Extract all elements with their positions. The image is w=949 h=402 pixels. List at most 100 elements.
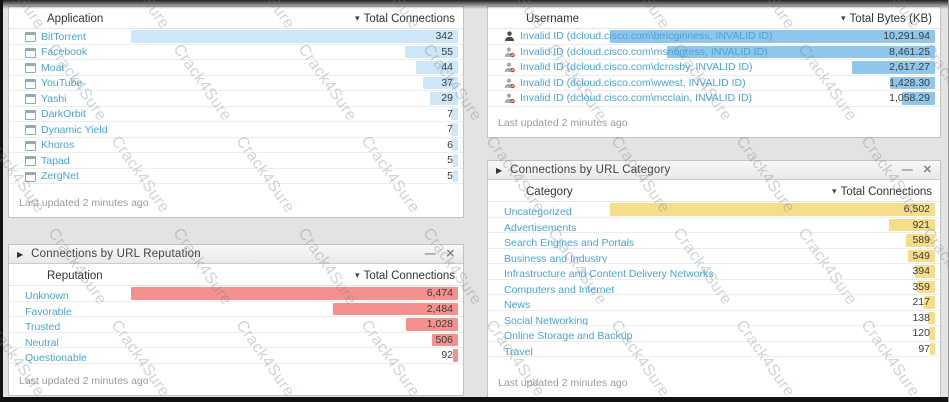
sort-desc-icon: ▾ bbox=[841, 13, 846, 23]
table-row: YouTube 37 bbox=[9, 76, 463, 91]
row-label-link[interactable]: Uncategorized bbox=[504, 206, 572, 218]
table-row: Social Networking 138 bbox=[488, 311, 940, 326]
row-label-link[interactable]: BitTorrent bbox=[9, 30, 86, 44]
value-bar bbox=[131, 287, 458, 300]
row-value: 1,058.29 bbox=[889, 92, 930, 104]
close-icon[interactable]: ✕ bbox=[922, 163, 932, 176]
row-label-link[interactable]: Search Engines and Portals bbox=[504, 237, 635, 249]
column-header-total-connections[interactable]: ▾ Total Connections bbox=[832, 185, 932, 198]
table-row: Facebook 55 bbox=[9, 45, 463, 60]
table-row: Khoros 6 bbox=[9, 138, 463, 153]
row-label-link[interactable]: Travel bbox=[504, 345, 533, 357]
row-label-link[interactable]: YouTube bbox=[9, 76, 82, 90]
row-label-link[interactable]: Moat bbox=[9, 61, 64, 75]
row-label-link[interactable]: ZergNet bbox=[9, 169, 79, 183]
row-value: 1,028 bbox=[426, 318, 453, 330]
value-bar bbox=[453, 154, 458, 167]
value-bar bbox=[332, 302, 458, 315]
row-label-link[interactable]: Facebook bbox=[9, 45, 87, 59]
row-value: 2,617.27 bbox=[889, 61, 930, 73]
row-label-link[interactable]: Invalid ID (dcloud.cisco.com\dcrosby, IN… bbox=[488, 60, 752, 75]
value-bar bbox=[453, 169, 458, 182]
value-bar bbox=[929, 327, 935, 340]
url-category-rows: Uncategorized 6,502 Advertisements 921 Searc… bbox=[488, 202, 940, 357]
row-label-link[interactable]: Advertisements bbox=[504, 221, 577, 233]
row-label-link[interactable]: Computers and Internet bbox=[504, 283, 615, 295]
row-label-link[interactable]: Invalid ID (dcloud.cisco.com\wwest, INVA… bbox=[488, 76, 746, 91]
value-bar bbox=[924, 296, 935, 309]
row-label-link[interactable]: Questionable bbox=[25, 352, 87, 364]
application-icon bbox=[25, 78, 36, 89]
row-value: 506 bbox=[435, 333, 453, 346]
column-header-username[interactable]: Username bbox=[526, 12, 580, 25]
row-label-link[interactable]: Social Networking bbox=[504, 314, 589, 326]
row-label-link[interactable]: Trusted bbox=[25, 321, 61, 333]
invalid-user-icon bbox=[504, 46, 515, 58]
value-bar bbox=[432, 333, 458, 346]
expand-arrow-icon[interactable]: ▶ bbox=[496, 165, 503, 175]
widget-title: Connections by URL Reputation bbox=[31, 248, 201, 260]
row-label-link[interactable]: News bbox=[504, 299, 531, 311]
row-label-link[interactable]: Neutral bbox=[25, 336, 59, 348]
widget-titlebar: ▶ Connections by URL Reputation — ✕ bbox=[9, 245, 463, 264]
row-value: 120 bbox=[912, 327, 930, 339]
row-value: 2,484 bbox=[426, 302, 453, 315]
table-row: Advertisements 921 bbox=[488, 218, 940, 233]
column-header-category[interactable]: Category bbox=[526, 185, 573, 198]
row-value: 97 bbox=[918, 342, 930, 355]
application-icon bbox=[25, 63, 36, 73]
row-label-link[interactable]: Tapad bbox=[9, 154, 70, 168]
table-row: Trusted 1,028 bbox=[9, 317, 463, 333]
application-icon bbox=[25, 32, 36, 42]
value-bar bbox=[928, 311, 935, 324]
table-row: Dynamic Yield 7 bbox=[9, 122, 463, 138]
table-row: DarkOrbit 7 bbox=[9, 107, 463, 122]
close-icon[interactable]: ✕ bbox=[445, 247, 455, 260]
value-bar bbox=[917, 280, 935, 293]
row-label-link[interactable]: Unknown bbox=[25, 290, 69, 302]
row-label-link[interactable]: Invalid ID (dcloud.cisco.com\mcclain, IN… bbox=[488, 91, 752, 106]
row-label-link[interactable]: Invalid ID (dcloud.cisco.com\msnogress, … bbox=[488, 45, 768, 60]
table-row: Favorable 2,484 bbox=[9, 302, 463, 317]
table-row: Invalid ID (dcloud.cisco.com\wwest, INVA… bbox=[488, 76, 940, 91]
table-row: Infrastructure and Content Delivery Netw… bbox=[488, 264, 940, 280]
minimize-icon[interactable]: — bbox=[901, 163, 913, 176]
column-header-total-connections[interactable]: ▾ Total Connections bbox=[355, 12, 455, 25]
row-label-link[interactable]: Infrastructure and Content Delivery Netw… bbox=[504, 268, 714, 280]
table-row: BitTorrent 342 bbox=[9, 29, 463, 45]
sort-desc-icon: ▾ bbox=[355, 270, 360, 280]
column-header-total-bytes[interactable]: ▾ Total Bytes (KB) bbox=[841, 12, 932, 25]
column-header-application[interactable]: Application bbox=[47, 12, 104, 25]
row-value: 7 bbox=[447, 123, 453, 135]
applications-rows: BitTorrent 342 Facebook 55 Moat 44 YouTube 37 Ya… bbox=[9, 29, 463, 184]
row-label-link[interactable]: DarkOrbit bbox=[9, 107, 86, 121]
value-bar bbox=[451, 123, 458, 136]
column-header-total-connections[interactable]: ▾ Total Connections bbox=[355, 269, 455, 282]
row-label-link[interactable]: Dynamic Yield bbox=[9, 123, 108, 137]
table-row: Moat 44 bbox=[9, 60, 463, 76]
row-label-link[interactable]: Favorable bbox=[25, 305, 72, 317]
column-header-row: Reputation ▾ Total Connections bbox=[9, 264, 463, 286]
url-reputation-rows: Unknown 6,474 Favorable 2,484 Trusted 1,028 Ne… bbox=[9, 286, 463, 364]
row-label-link[interactable]: Business and Industry bbox=[504, 252, 608, 264]
row-value: 1,428.30 bbox=[889, 76, 930, 89]
table-row: News 217 bbox=[488, 295, 940, 311]
row-label-link[interactable]: Online Storage and Backup bbox=[504, 330, 633, 342]
table-row: Search Engines and Portals 589 bbox=[488, 233, 940, 249]
row-label-link[interactable]: Khoros bbox=[9, 138, 74, 152]
row-value: 10,291.94 bbox=[883, 30, 930, 42]
table-row: Unknown 6,474 bbox=[9, 286, 463, 302]
column-header-reputation[interactable]: Reputation bbox=[47, 269, 103, 282]
row-label-link[interactable]: Invalid ID (dcloud.cisco.com\bmcginness,… bbox=[488, 29, 772, 44]
user-icon bbox=[504, 30, 515, 42]
table-row: Invalid ID (dcloud.cisco.com\mcclain, IN… bbox=[488, 91, 940, 107]
row-label-link[interactable]: Yashi bbox=[9, 92, 67, 106]
minimize-icon[interactable]: — bbox=[424, 247, 436, 260]
row-value: 37 bbox=[441, 76, 453, 89]
value-bar bbox=[905, 234, 935, 247]
value-bar bbox=[405, 45, 458, 58]
value-bar bbox=[852, 61, 935, 74]
row-value: 6 bbox=[447, 138, 453, 151]
expand-arrow-icon[interactable]: ▶ bbox=[17, 249, 24, 259]
